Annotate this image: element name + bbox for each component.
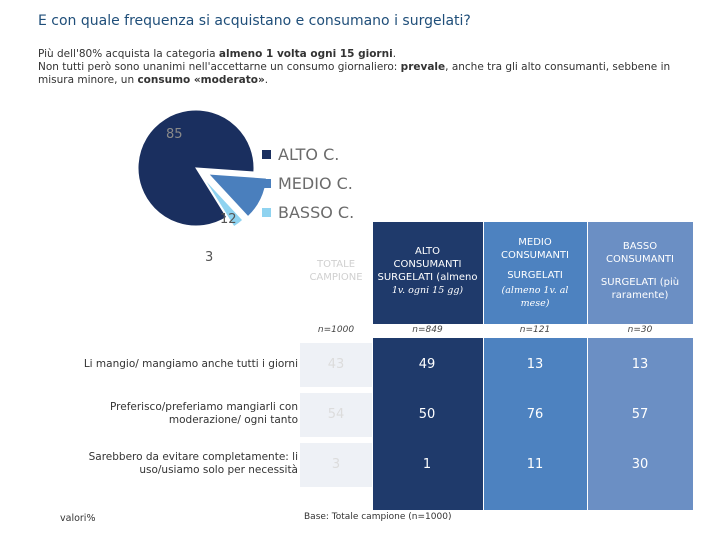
column-separator	[372, 222, 373, 510]
column-alto-bg	[372, 222, 483, 510]
cell-r3-totale: 3	[331, 457, 341, 472]
pie-label-basso: 3	[205, 250, 214, 265]
cell-r2-alto: 50	[418, 407, 436, 422]
legend-label-medio: MEDIO C.	[278, 174, 353, 193]
row-label-3: Sarebbero da evitare completamente: li u…	[88, 451, 298, 476]
row-band-3-totale	[300, 443, 372, 487]
legend-swatch-basso	[262, 208, 271, 217]
sample-size-alto: n=849	[412, 325, 443, 335]
cell-r3-medio: 11	[526, 457, 544, 472]
cell-r1-alto: 49	[418, 357, 436, 372]
cell-r3-basso: 30	[631, 457, 649, 472]
base-note: Base: Totale campione (n=1000)	[304, 512, 452, 522]
pie-label-medio: 12	[220, 212, 237, 227]
cell-r1-basso: 13	[631, 357, 649, 372]
sample-size-medio: n=121	[519, 325, 551, 335]
header-medio: MEDIO CONSUMANTI SURGELATI (almeno 1v. a…	[500, 237, 569, 309]
subtitle: Più dell'80% acquista la categoria almen…	[38, 48, 671, 86]
pie-slice-basso	[202, 177, 244, 228]
legend-item-basso: BASSO C.	[262, 198, 354, 227]
pie-label-alto: 85	[166, 127, 183, 142]
column-separator	[483, 222, 484, 510]
legend-label-alto: ALTO C.	[278, 145, 340, 164]
values-unit-note: valori%	[60, 513, 96, 524]
sample-size-totale: n=1000	[317, 325, 355, 335]
column-separator	[587, 222, 588, 510]
header-alto: ALTO CONSUMANTI SURGELATI (almeno 1v. og…	[377, 246, 478, 296]
column-medio-bg	[483, 222, 587, 510]
pie-legend: ALTO C. MEDIO C. BASSO C.	[262, 140, 354, 227]
cell-r2-totale: 54	[327, 407, 345, 422]
row-band-1-totale	[300, 343, 372, 387]
legend-label-basso: BASSO C.	[278, 203, 355, 222]
legend-item-medio: MEDIO C.	[262, 169, 354, 198]
column-basso-bg	[587, 222, 693, 510]
page-title: E con quale frequenza si acquistano e co…	[38, 13, 471, 29]
cell-r3-alto: 1	[422, 457, 432, 472]
cell-r1-medio: 13	[526, 357, 544, 372]
pie-slice-alto	[137, 109, 255, 227]
row-label-2: Preferisco/preferiamo mangiarli con mode…	[110, 401, 298, 426]
legend-swatch-medio	[262, 179, 271, 188]
row-band-2-totale	[300, 393, 372, 437]
header-totale: TOTALE CAMPIONE	[309, 259, 363, 283]
pie-slice-medio	[207, 173, 268, 218]
legend-swatch-alto	[262, 150, 271, 159]
cell-r1-totale: 43	[327, 357, 345, 372]
cell-r2-medio: 76	[526, 407, 544, 422]
header-basso: BASSO CONSUMANTI SURGELATI (più rarament…	[600, 241, 680, 301]
sample-size-band	[300, 324, 693, 338]
legend-item-alto: ALTO C.	[262, 140, 354, 169]
row-label-1: Li mangio/ mangiamo anche tutti i giorni	[83, 358, 298, 370]
sample-size-basso: n=30	[627, 325, 653, 335]
cell-r2-basso: 57	[631, 407, 649, 422]
